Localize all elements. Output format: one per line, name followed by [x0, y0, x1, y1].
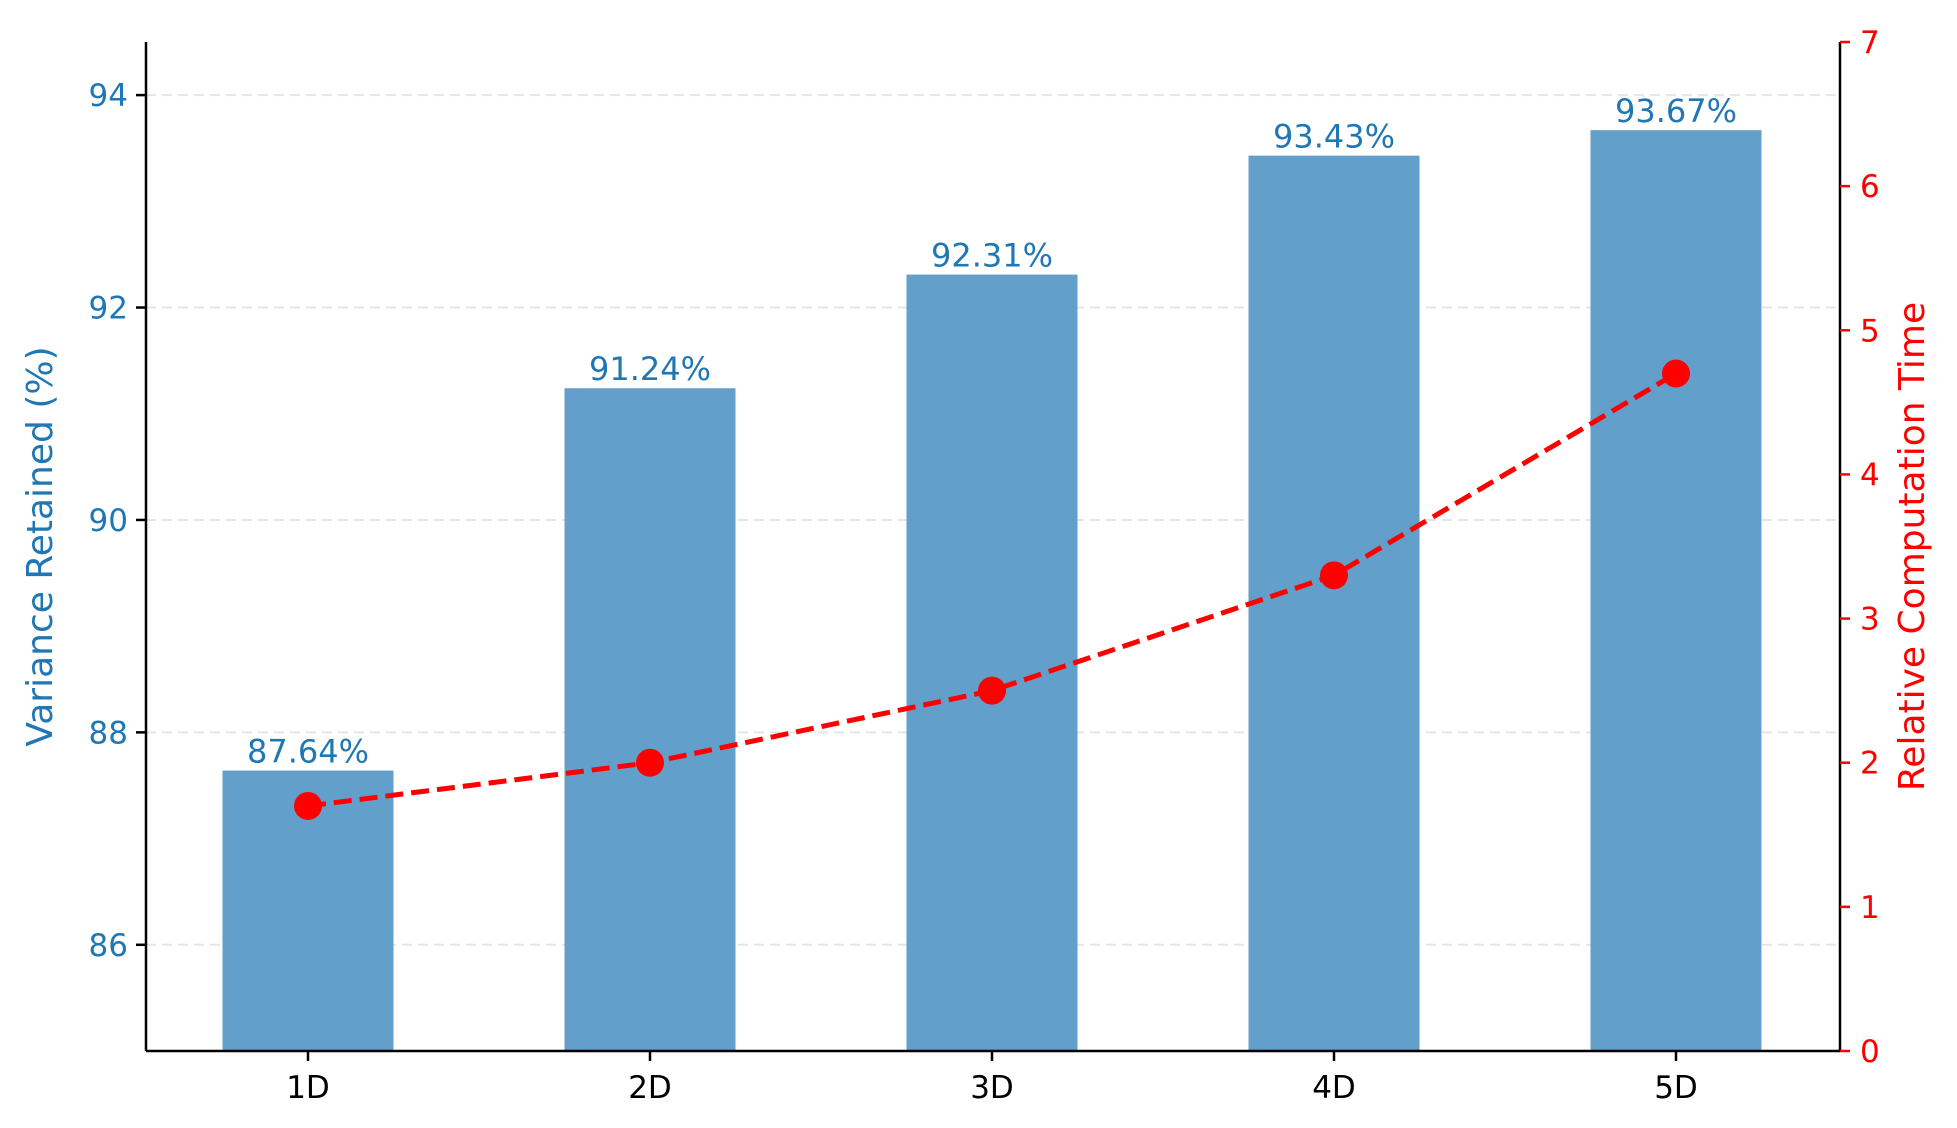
- bar-data-label: 93.43%: [1273, 118, 1395, 156]
- bar: [906, 274, 1078, 1051]
- y2-tick-label: 4: [1860, 457, 1880, 493]
- bar-data-label: 93.67%: [1615, 92, 1737, 130]
- bar-data-label: 87.64%: [247, 733, 369, 771]
- y2-tick-label: 1: [1860, 890, 1880, 926]
- y2-tick-label: 0: [1860, 1034, 1880, 1070]
- y2-tick-label: 7: [1860, 25, 1880, 61]
- y-tick-label: 92: [89, 291, 128, 327]
- y-tick-label: 86: [89, 928, 128, 964]
- x-tick-label: 4D: [1312, 1070, 1356, 1106]
- x-tick-label: 1D: [286, 1070, 330, 1106]
- y-tick-label: 90: [89, 503, 128, 539]
- bar: [1590, 130, 1762, 1052]
- ticks-layer: 86 88 90 92 94 0 1 2 3 4 5 6 7 1D 2D 3D 4D 5D: [89, 25, 1880, 1106]
- line-point: [1320, 561, 1348, 590]
- bars-layer: [222, 130, 1762, 1052]
- bar: [1248, 155, 1420, 1051]
- bar-data-label: 91.24%: [589, 350, 711, 388]
- bar-labels-layer: 87.64% 91.24% 92.31% 93.43% 93.67%: [247, 92, 1737, 770]
- x-tick-label: 2D: [628, 1070, 672, 1106]
- y2-tick-label: 6: [1860, 169, 1880, 205]
- y-tick-label: 94: [89, 78, 128, 114]
- bar-data-label: 92.31%: [931, 237, 1053, 275]
- line-point: [1662, 359, 1690, 388]
- line-point: [978, 676, 1006, 705]
- y2-tick-label: 5: [1860, 313, 1880, 349]
- y2-tick-label: 2: [1860, 746, 1880, 782]
- line-point: [636, 748, 664, 777]
- grid-layer: [146, 94, 1840, 946]
- y-axis-label: Variance Retained (%): [20, 346, 61, 746]
- line-layer: [294, 359, 1690, 820]
- y2-tick-label: 3: [1860, 602, 1880, 638]
- x-tick-label: 5D: [1654, 1070, 1698, 1106]
- bar: [564, 388, 736, 1051]
- x-tick-label: 3D: [970, 1070, 1014, 1106]
- line-series: [307, 371, 1678, 809]
- y-tick-label: 88: [89, 715, 128, 751]
- line-point: [294, 791, 322, 820]
- y2-axis-label: Relative Computation Time: [1892, 302, 1933, 791]
